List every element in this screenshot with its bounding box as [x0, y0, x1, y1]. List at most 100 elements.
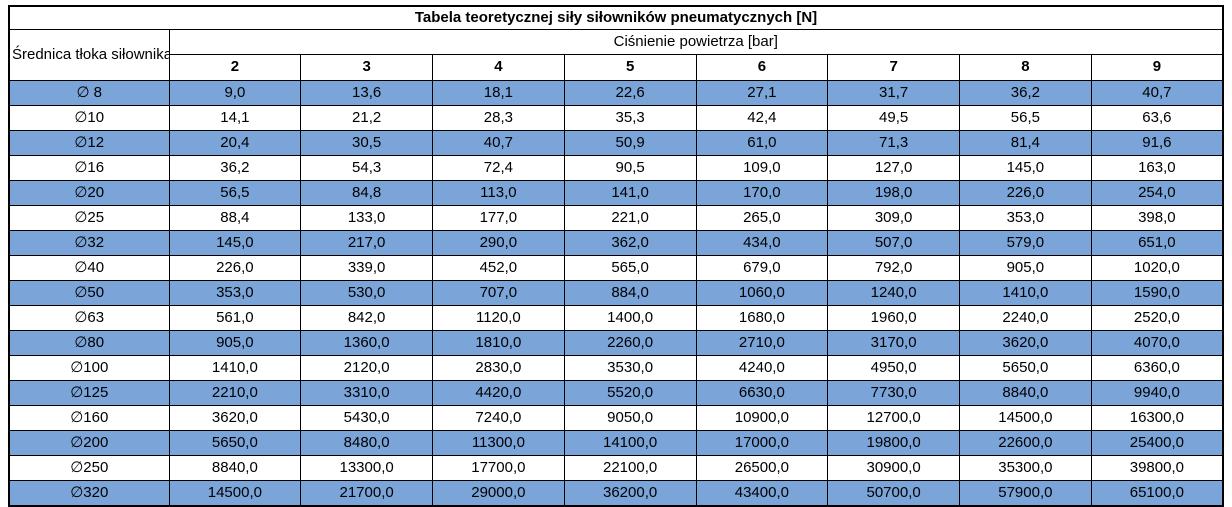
force-value-cell: 5520,0	[563, 380, 697, 406]
force-value-cell: 9940,0	[1090, 380, 1224, 406]
force-value-cell: 8840,0	[959, 380, 1092, 406]
force-value-cell: 679,0	[695, 255, 829, 281]
table-row: ∅200 5650,0 8480,0 11300,0 14100,0 17000,0 198…	[8, 430, 1224, 456]
diameter-column-header: Średnica tłoka siłownika	[8, 29, 170, 81]
force-value-cell: 19800,0	[827, 430, 960, 456]
force-value-cell: 39800,0	[1090, 455, 1224, 481]
force-value-cell: 36,2	[959, 80, 1092, 106]
force-value-cell: 530,0	[300, 280, 433, 306]
force-value-cell: 88,4	[168, 205, 302, 231]
force-value-cell: 1590,0	[1090, 280, 1224, 306]
force-value-cell: 42,4	[695, 105, 829, 131]
diameter-label: ∅16	[8, 155, 170, 181]
force-value-cell: 362,0	[563, 230, 697, 256]
table-row: ∅100 1410,0 2120,0 2830,0 3530,0 4240,0 4950,0…	[8, 355, 1224, 381]
force-value-cell: 63,6	[1090, 105, 1224, 131]
force-value-cell: 353,0	[959, 205, 1092, 231]
force-value-cell: 21,2	[300, 105, 433, 131]
table-title: Tabela teoretycznej siły siłowników pneu…	[8, 5, 1224, 30]
force-value-cell: 36,2	[168, 155, 302, 181]
table-row: ∅160 3620,0 5430,0 7240,0 9050,0 10900,0 12700…	[8, 405, 1224, 431]
diameter-label: ∅100	[8, 355, 170, 381]
force-value-cell: 36200,0	[563, 480, 697, 507]
force-value-cell: 17000,0	[695, 430, 829, 456]
force-value-cell: 61,0	[695, 130, 829, 156]
diameter-label: ∅20	[8, 180, 170, 206]
table-row: ∅320 14500,0 21700,0 29000,0 36200,0 43400,0 5…	[8, 480, 1224, 507]
force-value-cell: 884,0	[563, 280, 697, 306]
diameter-label: ∅63	[8, 305, 170, 331]
force-value-cell: 3530,0	[563, 355, 697, 381]
pressure-header-cell: 5	[563, 54, 697, 81]
force-value-cell: 5430,0	[300, 405, 433, 431]
force-value-cell: 1810,0	[432, 330, 565, 356]
group-header-row: Średnica tłoka siłownika Ciśnienie powie…	[8, 29, 1224, 81]
diameter-label: ∅320	[8, 480, 170, 507]
force-value-cell: 177,0	[432, 205, 565, 231]
force-value-cell: 145,0	[959, 155, 1092, 181]
force-value-cell: 4420,0	[432, 380, 565, 406]
force-value-cell: 452,0	[432, 255, 565, 281]
pressure-header-cell: 4	[432, 54, 565, 81]
force-value-cell: 14500,0	[959, 405, 1092, 431]
force-value-cell: 905,0	[959, 255, 1092, 281]
table-row: ∅50 353,0 530,0 707,0 884,0 1060,0 1240,0 1410,…	[8, 280, 1224, 306]
diameter-label: ∅10	[8, 105, 170, 131]
force-value-cell: 22,6	[563, 80, 697, 106]
force-value-cell: 9,0	[168, 80, 302, 106]
table-row: ∅63 561,0 842,0 1120,0 1400,0 1680,0 1960,0 224…	[8, 305, 1224, 331]
force-value-cell: 290,0	[432, 230, 565, 256]
force-value-cell: 265,0	[695, 205, 829, 231]
diameter-label: ∅200	[8, 430, 170, 456]
pressure-header-cell: 8	[959, 54, 1092, 81]
pressure-header-cell: 3	[300, 54, 433, 81]
force-value-cell: 49,5	[827, 105, 960, 131]
force-value-cell: 141,0	[563, 180, 697, 206]
force-value-cell: 6360,0	[1090, 355, 1224, 381]
force-value-cell: 7730,0	[827, 380, 960, 406]
table-row: ∅10 14,1 21,2 28,3 35,3 42,4 49,5 56,5 63,6	[8, 105, 1224, 131]
pressure-header-cell: 2	[168, 54, 302, 81]
diameter-label: ∅50	[8, 280, 170, 306]
force-value-cell: 3620,0	[959, 330, 1092, 356]
force-value-cell: 2260,0	[563, 330, 697, 356]
force-value-cell: 40,7	[432, 130, 565, 156]
force-value-cell: 3170,0	[827, 330, 960, 356]
force-value-cell: 84,8	[300, 180, 433, 206]
force-value-cell: 1060,0	[695, 280, 829, 306]
force-value-cell: 35,3	[563, 105, 697, 131]
force-value-cell: 40,7	[1090, 80, 1224, 106]
diameter-label: ∅12	[8, 130, 170, 156]
force-value-cell: 254,0	[1090, 180, 1224, 206]
force-value-cell: 2830,0	[432, 355, 565, 381]
force-value-cell: 6630,0	[695, 380, 829, 406]
force-value-cell: 20,4	[168, 130, 302, 156]
force-value-cell: 12700,0	[827, 405, 960, 431]
force-value-cell: 4240,0	[695, 355, 829, 381]
table-row: ∅250 8840,0 13300,0 17700,0 22100,0 26500,0 30…	[8, 455, 1224, 481]
table-row: ∅20 56,5 84,8 113,0 141,0 170,0 198,0 226,0 254,…	[8, 180, 1224, 206]
force-value-cell: 226,0	[959, 180, 1092, 206]
force-value-cell: 13,6	[300, 80, 433, 106]
diameter-label: ∅32	[8, 230, 170, 256]
diameter-label: ∅80	[8, 330, 170, 356]
force-value-cell: 579,0	[959, 230, 1092, 256]
table-row: ∅16 36,2 54,3 72,4 90,5 109,0 127,0 145,0 163,0	[8, 155, 1224, 181]
force-value-cell: 1400,0	[563, 305, 697, 331]
force-value-cell: 50700,0	[827, 480, 960, 507]
force-value-cell: 3310,0	[300, 380, 433, 406]
force-value-cell: 507,0	[827, 230, 960, 256]
force-value-cell: 30900,0	[827, 455, 960, 481]
force-value-cell: 163,0	[1090, 155, 1224, 181]
force-value-cell: 9050,0	[563, 405, 697, 431]
title-row: Tabela teoretycznej siły siłowników pneu…	[8, 5, 1224, 30]
force-value-cell: 4950,0	[827, 355, 960, 381]
force-value-cell: 113,0	[432, 180, 565, 206]
force-value-cell: 170,0	[695, 180, 829, 206]
force-value-cell: 14100,0	[563, 430, 697, 456]
force-value-cell: 90,5	[563, 155, 697, 181]
force-value-cell: 198,0	[827, 180, 960, 206]
pressure-group-header: Ciśnienie powietrza [bar]	[168, 29, 1224, 55]
force-value-cell: 1410,0	[959, 280, 1092, 306]
